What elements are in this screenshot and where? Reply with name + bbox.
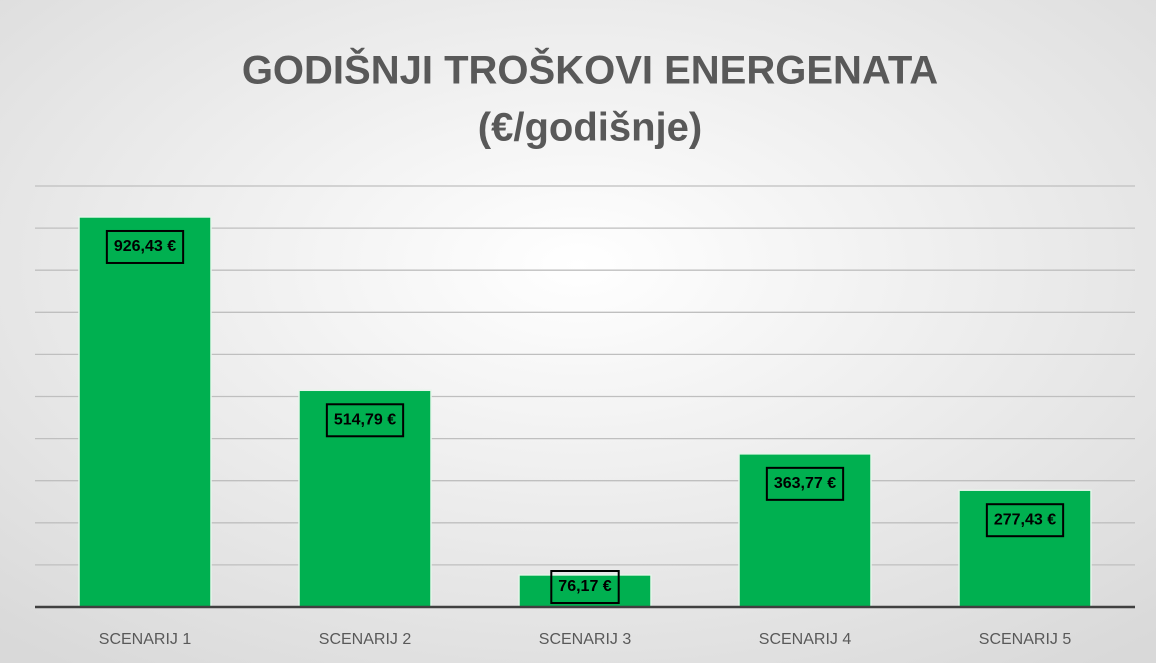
value-label-box [765, 466, 845, 501]
value-label-box [105, 229, 185, 264]
x-tick-label: SCENARIJ 3 [539, 631, 632, 648]
value-label: 76,17 € [558, 578, 611, 595]
value-label-box [550, 570, 620, 604]
value-label: 277,43 € [994, 511, 1056, 528]
bar [518, 574, 652, 608]
bar [958, 489, 1092, 608]
value-label-box [985, 503, 1065, 538]
bar [738, 453, 872, 608]
chart-subtitle: (€/godišnje) [478, 106, 702, 150]
value-label-box [325, 403, 405, 438]
x-tick-label: SCENARIJ 2 [319, 631, 412, 648]
x-tick-label: SCENARIJ 1 [99, 631, 192, 648]
bar [78, 216, 212, 608]
x-tick-label: SCENARIJ 4 [759, 631, 852, 648]
x-tick-label: SCENARIJ 5 [979, 631, 1072, 648]
bar [298, 389, 432, 608]
value-label: 514,79 € [334, 411, 396, 428]
value-label: 926,43 € [114, 238, 176, 255]
value-label: 363,77 € [774, 475, 836, 492]
chart-title: GODIŠNJI TROŠKOVI ENERGENATA [242, 47, 938, 93]
